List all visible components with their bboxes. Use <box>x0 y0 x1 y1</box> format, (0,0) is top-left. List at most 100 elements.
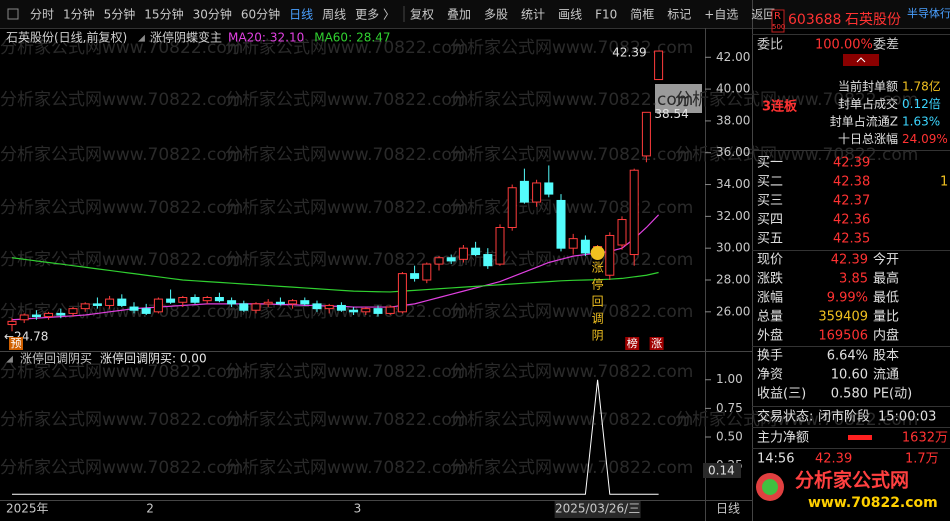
candle-body <box>617 219 627 246</box>
toolbar-item[interactable]: F10 <box>595 8 617 22</box>
stat-label: 现价 <box>757 253 783 268</box>
candle-body <box>483 254 493 267</box>
value: 100.00% <box>815 38 873 53</box>
watermark: 分析家公式网www.70822.com <box>0 145 243 165</box>
toolbar-item[interactable]: 叠加 <box>447 8 471 22</box>
dropdown-icon: ◢ <box>6 355 13 365</box>
watermark: 分析家公式网www.70822.com <box>225 38 468 58</box>
toolbar-item[interactable]: 1分钟 <box>63 7 95 22</box>
toolbar-item[interactable]: 画线 <box>558 8 582 22</box>
candle-body <box>641 111 651 157</box>
toolbar-item[interactable]: 15分钟 <box>144 7 183 22</box>
toolbar-item[interactable]: 统计 <box>521 8 545 22</box>
toolbar-item[interactable]: 更多 〉 <box>355 8 395 22</box>
toolbar-item[interactable]: 标记 <box>667 8 691 22</box>
candle-body <box>129 306 139 311</box>
candle-body <box>68 308 78 314</box>
fund-label: 流通 <box>873 368 899 383</box>
net-label: 主力净额 <box>757 431 809 446</box>
toolbar-checkbox[interactable] <box>7 8 19 20</box>
chart-subtitle: 涨停阴蝶变主 <box>150 30 222 45</box>
tag-bg <box>9 337 23 350</box>
toolbar-item[interactable]: 返回 <box>751 8 775 22</box>
indicator-line <box>12 379 659 495</box>
stat-label: 外盘 <box>757 328 783 344</box>
seal-label: 当前封单额 <box>838 79 898 94</box>
indicator-title: 涨停回调阴买 <box>20 351 92 366</box>
candle-body <box>544 182 554 195</box>
bid-label: 买一 <box>757 156 783 171</box>
status-label: 交易状态: <box>757 409 813 425</box>
candle-body <box>19 314 29 321</box>
bid-price: 42.37 <box>833 194 870 209</box>
toolbar-item[interactable]: 30分钟 <box>193 7 232 22</box>
cursor-label: 0.14 <box>708 464 735 478</box>
candle-body <box>300 300 310 305</box>
toolbar-item[interactable]: 60分钟 <box>241 7 280 22</box>
candle-body <box>507 187 517 229</box>
candle-body <box>361 308 371 313</box>
watermark: 分析家公式网www.70822.com <box>0 362 243 382</box>
watermark: 分析家公式网www.70822.com <box>225 410 468 430</box>
toolbar-item[interactable]: 日线 <box>289 8 313 22</box>
candle-body <box>324 304 334 310</box>
watermark: 分析家公式网www.70822.com <box>0 38 243 58</box>
net-bar <box>848 435 872 440</box>
sector: 半导体行 <box>907 6 950 20</box>
watermark: 分析家公式网www.70822.com <box>450 90 693 110</box>
candle-body <box>117 298 127 306</box>
toolbar-item[interactable]: 周线 <box>322 8 346 22</box>
tag: 榜 <box>627 336 638 350</box>
candle-body <box>80 303 90 310</box>
bid-price: 42.38 <box>833 175 870 190</box>
watermark: 分析家公式网www.70822.com <box>450 302 693 322</box>
toolbar-item[interactable]: +自选 <box>704 8 738 22</box>
candle-body <box>446 257 456 262</box>
watermark: 分析家公式网www.70822.com <box>225 250 468 270</box>
ma-line <box>11 257 659 293</box>
chevron-icon <box>856 57 866 63</box>
candle-body <box>434 257 444 265</box>
fund-label: 换手 <box>757 349 783 364</box>
watermark: 分析家公式网www.70822.com <box>675 410 918 430</box>
net-value: 1632万 <box>902 431 948 446</box>
candle-body <box>251 303 261 311</box>
annotation-vertical: 回 <box>592 295 604 309</box>
badge-bottom: 500 <box>772 23 785 31</box>
y-tick-label: 42.00 <box>716 50 750 64</box>
candle-body <box>178 297 188 303</box>
candle-body <box>312 303 322 310</box>
toolbar-item[interactable]: 复权 <box>410 8 434 22</box>
toolbar-item[interactable]: 分时 <box>30 8 54 22</box>
candle-body <box>495 227 505 265</box>
price-highlight <box>655 84 702 113</box>
toolbar-item[interactable]: 多股 <box>484 8 508 22</box>
candle-body <box>263 301 273 305</box>
stock-name: 石英股份 <box>845 11 901 28</box>
candle-body <box>458 247 468 260</box>
stat-label: 最低 <box>873 291 899 306</box>
toolbar-item[interactable]: 简框 <box>630 8 654 22</box>
candle-body <box>532 182 542 203</box>
candle-body <box>410 273 420 279</box>
candle-body <box>190 297 200 303</box>
seal-label: 封单占成交 <box>838 96 898 111</box>
bid-label: 买四 <box>757 213 783 228</box>
watermark: 分析家公式网www.70822.com <box>675 90 918 110</box>
candle-body <box>519 180 529 203</box>
watermark: 分析家公式网www.70822.com <box>225 458 468 478</box>
collapse-button[interactable] <box>843 54 879 66</box>
legend-name: MA60: <box>314 31 352 45</box>
candle-body <box>141 308 151 314</box>
annotation-vertical: 停 <box>592 277 604 292</box>
fund-value: 0.580 <box>831 387 868 402</box>
candle-body <box>422 263 432 281</box>
candle-body <box>44 312 54 318</box>
tick-price: 42.39 <box>815 452 852 467</box>
toolbar-item[interactable]: 5分钟 <box>104 7 136 22</box>
candle-body <box>605 234 615 276</box>
tag: 涨 <box>651 337 662 350</box>
watermark: 分析家公式网www.70822.com <box>225 198 468 218</box>
watermark: 分析家公式网www.70822.com <box>0 250 243 270</box>
